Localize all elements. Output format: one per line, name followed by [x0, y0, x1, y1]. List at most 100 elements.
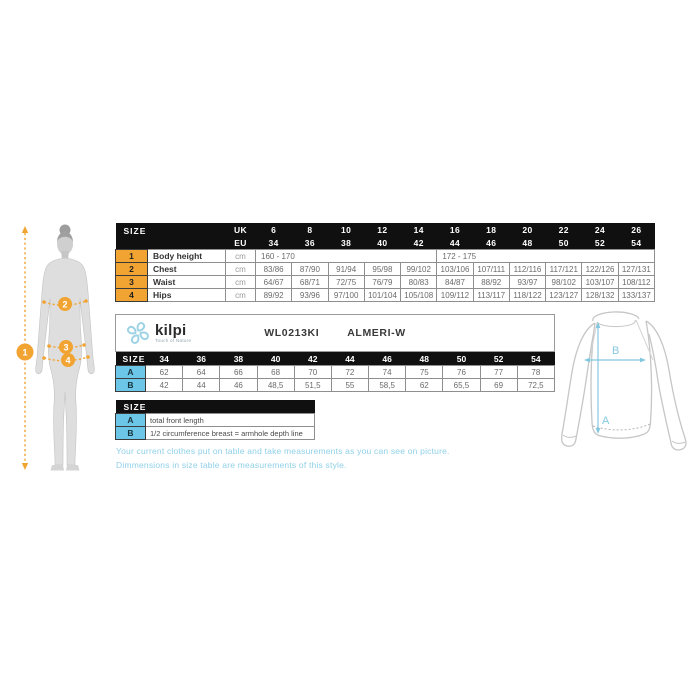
value-cell: 65,5 [442, 378, 481, 392]
measurement-label-cell: Hips [147, 288, 226, 302]
uk-size-header-cell: 6 [255, 223, 292, 236]
value-cell: 109/112 [436, 288, 474, 302]
value-cell: 103/107 [581, 275, 619, 289]
uk-size-header-cell: 8 [291, 223, 329, 236]
value-cell: 70 [293, 365, 332, 379]
size-header-label: SIZE [115, 352, 146, 366]
size-header-cell: 40 [257, 352, 295, 366]
unit-cell: cm [225, 288, 256, 302]
instruction-line-1: Your current clothes put on table and ta… [116, 446, 450, 456]
measurement-label-cell: Chest [147, 262, 226, 276]
uk-size-header-cell: 24 [581, 223, 619, 236]
value-cell: 107/111 [472, 262, 510, 276]
shirt-left-sleeve [561, 322, 596, 447]
brand-tagline: Touch of Nature [155, 337, 192, 343]
value-cell: 42 [144, 378, 184, 392]
value-cell: 87/90 [291, 262, 329, 276]
shirt-body [590, 320, 653, 439]
size-header-cell: 44 [331, 352, 369, 366]
eu-size-header-cell: 38 [328, 236, 365, 250]
value-cell: 78 [516, 365, 556, 379]
value-cell: 68 [256, 365, 295, 379]
value-cell: 98/102 [545, 275, 583, 289]
value-cell: 95/98 [363, 262, 402, 276]
value-cell: 75 [405, 365, 444, 379]
eu-label: EU [225, 236, 256, 250]
eu-size-header-cell: 48 [509, 236, 546, 250]
description-cell: total front length [145, 413, 315, 427]
row-number-cell: 3 [115, 275, 148, 289]
eu-size-header-cell: 46 [473, 236, 510, 250]
uk-size-header-cell: 18 [473, 223, 510, 236]
measurement-label-cell: Body height [147, 249, 226, 263]
uk-size-header-cell: 12 [364, 223, 401, 236]
shirt-measurement-figure: A B [561, 311, 687, 451]
marker-3: 3 [59, 340, 73, 354]
product-name: ALMERI-W [347, 327, 406, 339]
measurement-label-cell: Waist [147, 275, 226, 289]
row-key-cell: B [115, 378, 146, 392]
uk-size-header-cell: 10 [328, 223, 365, 236]
unit-cell: cm [225, 249, 256, 263]
value-cell: 113/117 [472, 288, 510, 302]
instruction-line-2: Dimmensions in size table are measuremen… [116, 460, 347, 470]
eu-size-header-cell: 34 [255, 236, 292, 250]
value-cell: 64 [182, 365, 221, 379]
body-table-row: 4 Hips cm 89/92 93/96 97/100 101/104 105/108 109… [115, 288, 656, 302]
size-header-cell: 50 [442, 352, 481, 366]
value-cell: 123/127 [545, 288, 583, 302]
legend-header-row: SIZE [115, 400, 315, 414]
value-cell: 66 [219, 365, 258, 379]
size-header-label: SIZE [115, 223, 226, 250]
value-cell: 91/94 [327, 262, 365, 276]
eu-size-header-cell: 54 [618, 236, 655, 250]
value-cell: 80/83 [400, 275, 438, 289]
value-cell: 160 - 170 [254, 249, 438, 263]
value-cell: 76 [442, 365, 481, 379]
eu-size-header-cell: 50 [545, 236, 582, 250]
value-cell: 117/121 [545, 262, 583, 276]
value-cell: 58,5 [368, 378, 407, 392]
value-cell: 101/104 [363, 288, 402, 302]
row-number-cell: 1 [115, 249, 148, 263]
height-measure-line [21, 226, 29, 470]
value-cell: 48,5 [256, 378, 295, 392]
svg-text:3: 3 [63, 343, 68, 353]
description-cell: 1/2 circumference breast = armhole depth… [145, 426, 315, 440]
brand-name: kilpi [155, 321, 187, 339]
eu-size-header-row: EU 34 36 38 40 42 44 46 48 50 52 54 [116, 236, 655, 250]
value-cell: 72/75 [327, 275, 365, 289]
value-cell: 89/92 [254, 288, 293, 302]
product-size-table: SIZE 34 36 38 40 42 44 46 48 50 52 54 A 62 64 66 68 70 7… [115, 352, 556, 392]
body-measurement-table: SIZE UK 6 8 10 12 14 16 18 20 22 24 26 EU 34 36 38 40… [115, 223, 656, 302]
kilpi-logo-icon [126, 321, 150, 345]
value-cell: 46 [219, 378, 258, 392]
value-cell: 88/92 [472, 275, 510, 289]
uk-label: UK [225, 223, 256, 236]
value-cell: 44 [182, 378, 221, 392]
size-header-cell: 48 [405, 352, 443, 366]
value-cell: 118/122 [508, 288, 547, 302]
value-cell: 64/67 [254, 275, 293, 289]
value-cell: 62 [405, 378, 444, 392]
uk-size-header-cell: 22 [545, 223, 582, 236]
unit-cell: cm [225, 262, 256, 276]
value-cell: 55 [330, 378, 370, 392]
product-title: WL0213KI ALMERI-W [116, 327, 554, 339]
value-cell: 72 [330, 365, 370, 379]
size-header-cell: 38 [219, 352, 258, 366]
eu-size-header-cell: 42 [400, 236, 437, 250]
row-number-cell: 2 [115, 262, 148, 276]
value-cell: 105/108 [400, 288, 438, 302]
marker-4: 4 [61, 353, 75, 367]
shirt-label-A: A [602, 415, 610, 427]
body-table-row: 3 Waist cm 64/67 68/71 72/75 76/79 80/83 84/87 88… [115, 275, 656, 289]
shirt-collar [592, 311, 640, 322]
unit-cell: cm [225, 275, 256, 289]
marker-1: 1 [16, 343, 34, 361]
value-cell: 77 [479, 365, 518, 379]
size-header-cell: 36 [182, 352, 220, 366]
row-number-cell: 4 [115, 288, 148, 302]
size-header-cell: 46 [368, 352, 406, 366]
